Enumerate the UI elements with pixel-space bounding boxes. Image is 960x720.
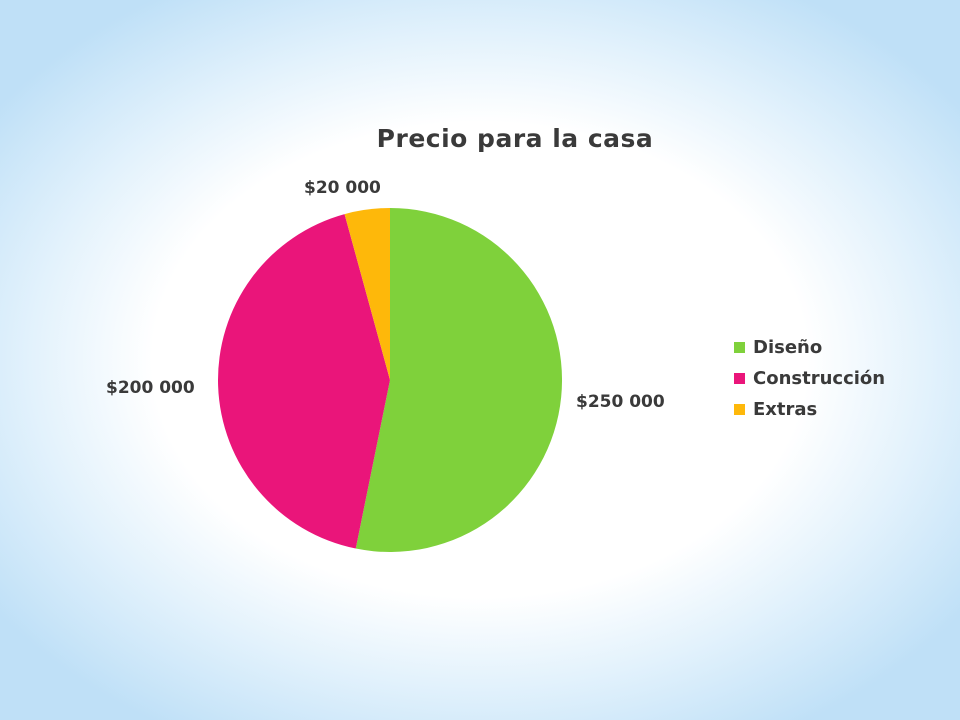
legend-label-extras: Extras xyxy=(753,399,818,420)
legend-item-diseno: Diseño xyxy=(734,332,885,363)
data-label-diseno: $250 000 xyxy=(576,392,665,412)
pie-slice-extras xyxy=(344,208,390,380)
chart-legend: Diseño Construcción Extras xyxy=(734,332,885,425)
pie-slice-construccion xyxy=(218,214,390,549)
legend-item-construccion: Construcción xyxy=(734,363,885,394)
legend-item-extras: Extras xyxy=(734,394,885,425)
data-label-construccion: $200 000 xyxy=(106,378,195,398)
data-label-extras: $20 000 xyxy=(304,178,381,198)
legend-label-construccion: Construcción xyxy=(753,368,886,389)
pie-slice-diseno xyxy=(355,207,563,552)
legend-swatch-diseno xyxy=(734,342,745,353)
legend-swatch-extras xyxy=(734,404,745,415)
legend-swatch-construccion xyxy=(734,373,745,384)
chart-title: Precio para la casa xyxy=(376,124,654,153)
legend-label-diseno: Diseño xyxy=(753,337,823,358)
